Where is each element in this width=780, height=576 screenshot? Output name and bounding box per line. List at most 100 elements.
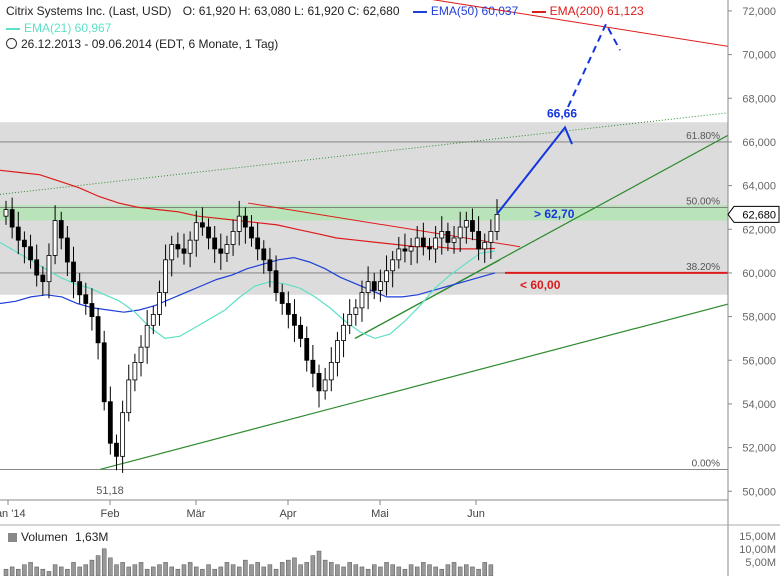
volume-bar bbox=[329, 562, 334, 576]
volume-bar bbox=[65, 568, 70, 576]
ema200-legend: EMA(200) 61,123 bbox=[549, 4, 644, 18]
y-axis-panel bbox=[728, 0, 780, 576]
volume-bar bbox=[304, 562, 309, 576]
candle-body bbox=[95, 316, 101, 344]
candle-body bbox=[212, 237, 218, 250]
volume-bar bbox=[77, 566, 82, 576]
y-tick-label: 72,000 bbox=[742, 6, 776, 18]
volume-bar bbox=[353, 564, 359, 576]
volume-bar bbox=[390, 564, 395, 576]
volume-bar bbox=[163, 562, 168, 576]
candle-body bbox=[9, 209, 15, 228]
volume-bar bbox=[421, 562, 426, 576]
ema200-swatch bbox=[531, 10, 546, 13]
candle-body bbox=[46, 255, 52, 283]
candle-body bbox=[15, 226, 21, 241]
low-label: 51,18 bbox=[96, 485, 124, 497]
y-tick-label: 56,000 bbox=[742, 355, 776, 367]
candle-body bbox=[71, 261, 76, 283]
volume-bar bbox=[212, 568, 217, 576]
fib-label: 38.20% bbox=[686, 262, 720, 273]
volume-bar bbox=[206, 564, 211, 576]
candle-body bbox=[64, 237, 70, 263]
volume-bar bbox=[279, 562, 285, 576]
ema21-legend: EMA(21) 60,967 bbox=[24, 21, 112, 35]
candle-body bbox=[476, 231, 481, 250]
candle-body bbox=[230, 231, 236, 245]
candle-body bbox=[114, 442, 119, 457]
last-price-marker bbox=[727, 205, 780, 223]
volume-bar bbox=[322, 559, 328, 576]
long-resistance-line bbox=[431, 0, 780, 56]
volume-bar bbox=[243, 559, 248, 576]
volume-bar bbox=[359, 566, 365, 576]
volume-bar bbox=[200, 568, 205, 576]
fib-label: 0.00% bbox=[692, 458, 720, 469]
volume-swatch bbox=[8, 533, 17, 542]
volume-bar bbox=[433, 566, 438, 576]
volume-bar bbox=[9, 566, 15, 576]
support-trendline bbox=[354, 259, 501, 339]
volume-bar bbox=[194, 566, 199, 576]
volume-bar bbox=[378, 566, 383, 576]
volume-bar bbox=[341, 566, 346, 576]
volume-bar bbox=[298, 564, 303, 576]
candle-body bbox=[126, 379, 132, 414]
volume-bar bbox=[286, 559, 291, 576]
volume-tick-label: 5,00M bbox=[745, 557, 776, 569]
candle-body bbox=[341, 324, 346, 342]
candle-body bbox=[322, 379, 328, 392]
volume-tick-label: 10,00M bbox=[739, 544, 776, 556]
stop-label: < 60,00 bbox=[520, 278, 561, 292]
candle-body bbox=[285, 303, 291, 315]
volume-bar bbox=[224, 562, 230, 576]
projection-solid bbox=[496, 125, 573, 215]
candle-body bbox=[34, 259, 40, 276]
candle-body bbox=[175, 244, 181, 250]
candle-body bbox=[396, 248, 402, 261]
candle-body bbox=[390, 259, 396, 272]
candle-body bbox=[273, 270, 279, 293]
candle-body bbox=[132, 362, 138, 381]
volume-bar bbox=[402, 568, 408, 576]
y-tick-label: 66,000 bbox=[742, 137, 776, 149]
candle-body bbox=[169, 244, 175, 261]
volume-bar bbox=[181, 564, 187, 576]
candle-body bbox=[463, 220, 469, 228]
last-price-label: 62,680 bbox=[742, 209, 776, 221]
volume-bar bbox=[132, 564, 138, 576]
volume-bar bbox=[187, 562, 193, 576]
volume-bar bbox=[218, 566, 224, 576]
candle-body bbox=[267, 259, 273, 272]
candle-body bbox=[371, 281, 377, 291]
volume-bar bbox=[249, 564, 254, 576]
candle-body bbox=[218, 248, 224, 254]
volume-bar bbox=[114, 564, 119, 576]
candle-body bbox=[384, 270, 389, 283]
volume-bar bbox=[457, 566, 463, 576]
x-tick-label: Feb bbox=[101, 508, 120, 520]
x-tick-label: Jan '14 bbox=[0, 508, 26, 520]
candle-body bbox=[335, 340, 340, 363]
volume-bar bbox=[414, 566, 420, 576]
volume-bar bbox=[451, 562, 457, 576]
candle-body bbox=[457, 226, 463, 239]
candle-body bbox=[261, 248, 267, 261]
candle-body bbox=[445, 231, 451, 243]
volume-bar bbox=[316, 550, 322, 576]
candle-body bbox=[427, 246, 432, 250]
candle-body bbox=[402, 248, 408, 252]
candle-body bbox=[328, 362, 334, 381]
candle-body bbox=[414, 237, 420, 248]
volume-bar bbox=[236, 566, 242, 576]
candle-body bbox=[365, 281, 371, 293]
dotted-trendline bbox=[0, 106, 780, 195]
x-tick-label: Mär bbox=[187, 508, 206, 520]
volume-bar bbox=[310, 555, 316, 576]
target-label: 66,66 bbox=[547, 107, 577, 121]
x-tick-label: Mai bbox=[371, 508, 389, 520]
y-tick-label: 62,000 bbox=[742, 224, 776, 236]
volume-bar bbox=[335, 564, 340, 576]
y-tick-label: 52,000 bbox=[742, 443, 776, 455]
candle-body bbox=[488, 231, 494, 243]
